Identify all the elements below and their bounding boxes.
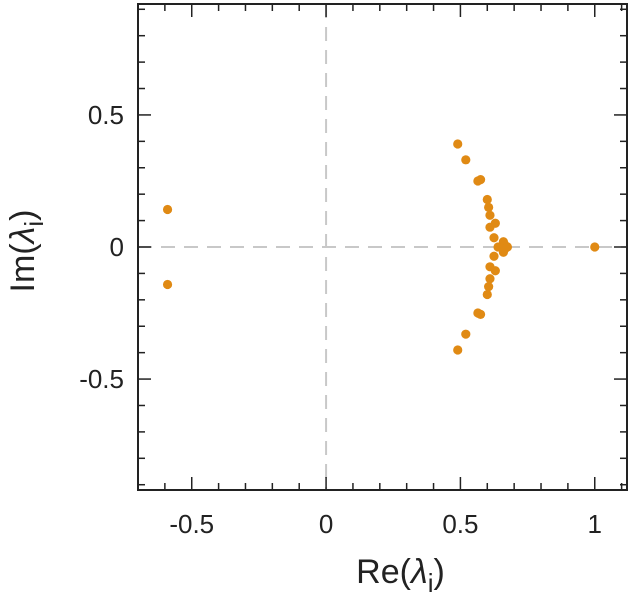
axis-ticks bbox=[138, 4, 627, 490]
data-point bbox=[162, 279, 173, 290]
data-point bbox=[489, 251, 499, 261]
x-tick-label: 1 bbox=[588, 509, 602, 539]
tick-labels: -0.5 0 0.5 1 -0.5 0 0.5 bbox=[79, 100, 602, 539]
data-point bbox=[484, 282, 494, 292]
data-point bbox=[453, 345, 463, 355]
data-points bbox=[162, 139, 600, 355]
data-point bbox=[475, 309, 486, 319]
data-point bbox=[590, 242, 600, 252]
y-axis-label: Im(λi) bbox=[4, 210, 49, 293]
y-tick-label: 0.5 bbox=[88, 100, 124, 130]
x-axis-label: Re(λi) bbox=[356, 553, 445, 598]
data-point bbox=[461, 329, 471, 339]
y-tick-label: -0.5 bbox=[79, 364, 124, 394]
data-point bbox=[482, 194, 492, 205]
data-point bbox=[485, 262, 495, 272]
x-tick-label: 0 bbox=[319, 509, 333, 539]
data-point bbox=[485, 222, 495, 232]
x-tick-label: -0.5 bbox=[169, 509, 214, 539]
data-point bbox=[162, 204, 173, 215]
data-point bbox=[453, 139, 463, 149]
data-point bbox=[489, 233, 499, 243]
data-point bbox=[484, 202, 494, 212]
x-tick-label: 0.5 bbox=[442, 509, 478, 539]
data-point bbox=[485, 210, 495, 220]
y-tick-label: 0 bbox=[110, 232, 124, 262]
data-point bbox=[502, 242, 513, 252]
data-point bbox=[475, 175, 486, 185]
plot-frame bbox=[137, 3, 628, 491]
zero-lines bbox=[138, 4, 627, 490]
data-point bbox=[482, 289, 492, 300]
data-point bbox=[485, 274, 495, 284]
data-point bbox=[461, 155, 471, 165]
